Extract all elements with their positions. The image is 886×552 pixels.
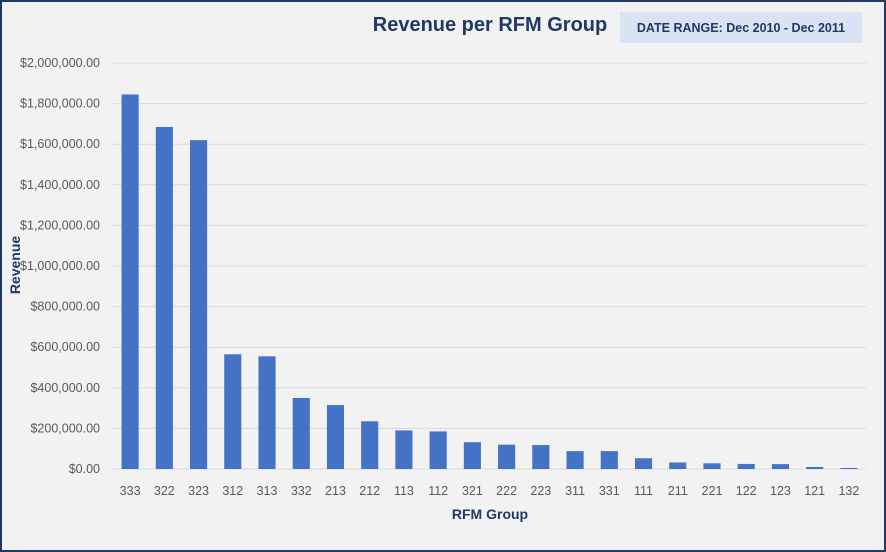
bar-312 bbox=[224, 354, 242, 469]
bar-122 bbox=[737, 463, 755, 469]
y-tick-label: $600,000.00 bbox=[30, 340, 100, 354]
bar-211 bbox=[669, 462, 687, 469]
y-tick-label: $1,400,000.00 bbox=[20, 178, 100, 192]
x-tick-label: 322 bbox=[154, 484, 175, 498]
bar-323 bbox=[190, 140, 208, 469]
x-tick-label: 331 bbox=[599, 484, 620, 498]
y-tick-label: $1,200,000.00 bbox=[20, 218, 100, 232]
bar-222 bbox=[498, 444, 516, 469]
bar-223 bbox=[532, 445, 550, 469]
bar-321 bbox=[463, 442, 481, 469]
bar-331 bbox=[600, 451, 618, 469]
x-tick-label: 132 bbox=[838, 484, 859, 498]
x-tick-label: 121 bbox=[804, 484, 825, 498]
bar-332 bbox=[292, 397, 310, 469]
chart-title: Revenue per RFM Group bbox=[372, 14, 608, 36]
bar-311 bbox=[566, 451, 584, 469]
bar-313 bbox=[258, 356, 276, 469]
x-tick-label: 221 bbox=[702, 484, 723, 498]
y-tick-label: $1,600,000.00 bbox=[20, 137, 100, 151]
date-range-badge: DATE RANGE: Dec 2010 - Dec 2011 bbox=[620, 12, 862, 43]
bar-322 bbox=[155, 126, 173, 469]
y-tick-label: $400,000.00 bbox=[30, 381, 100, 395]
x-tick-label: 213 bbox=[325, 484, 346, 498]
bar-333 bbox=[121, 94, 139, 469]
x-tick-label: 123 bbox=[770, 484, 791, 498]
x-tick-label: 122 bbox=[736, 484, 757, 498]
x-tick-label: 112 bbox=[428, 484, 448, 498]
x-tick-label: 332 bbox=[291, 484, 312, 498]
bar-212 bbox=[361, 421, 379, 469]
x-tick-label: 113 bbox=[394, 484, 414, 498]
x-tick-label: 223 bbox=[530, 484, 551, 498]
x-tick-label: 321 bbox=[462, 484, 483, 498]
x-tick-label: 211 bbox=[668, 484, 688, 498]
x-tick-label: 212 bbox=[359, 484, 380, 498]
y-tick-label: $200,000.00 bbox=[30, 421, 100, 435]
x-tick-label: 222 bbox=[496, 484, 517, 498]
x-axis-label: RFM Group bbox=[451, 506, 529, 522]
bar-121 bbox=[806, 466, 824, 469]
x-tick-label: 312 bbox=[222, 484, 243, 498]
x-tick-label: 333 bbox=[120, 484, 141, 498]
x-tick-label: 311 bbox=[565, 484, 585, 498]
y-tick-label: $1,800,000.00 bbox=[20, 97, 100, 111]
x-tick-label: 111 bbox=[634, 484, 653, 498]
bar-132 bbox=[840, 467, 858, 469]
bar-221 bbox=[703, 463, 721, 469]
x-tick-label: 323 bbox=[188, 484, 209, 498]
bar-112 bbox=[429, 431, 447, 469]
y-tick-label: $1,000,000.00 bbox=[20, 259, 100, 273]
y-tick-label: $0.00 bbox=[69, 462, 100, 476]
x-tick-label: 313 bbox=[257, 484, 278, 498]
y-tick-label: $800,000.00 bbox=[30, 300, 100, 314]
bar-111 bbox=[634, 458, 653, 469]
bar-213 bbox=[326, 405, 345, 469]
bar-113 bbox=[395, 430, 413, 469]
y-tick-label: $2,000,000.00 bbox=[20, 56, 100, 70]
bar-123 bbox=[771, 464, 789, 469]
